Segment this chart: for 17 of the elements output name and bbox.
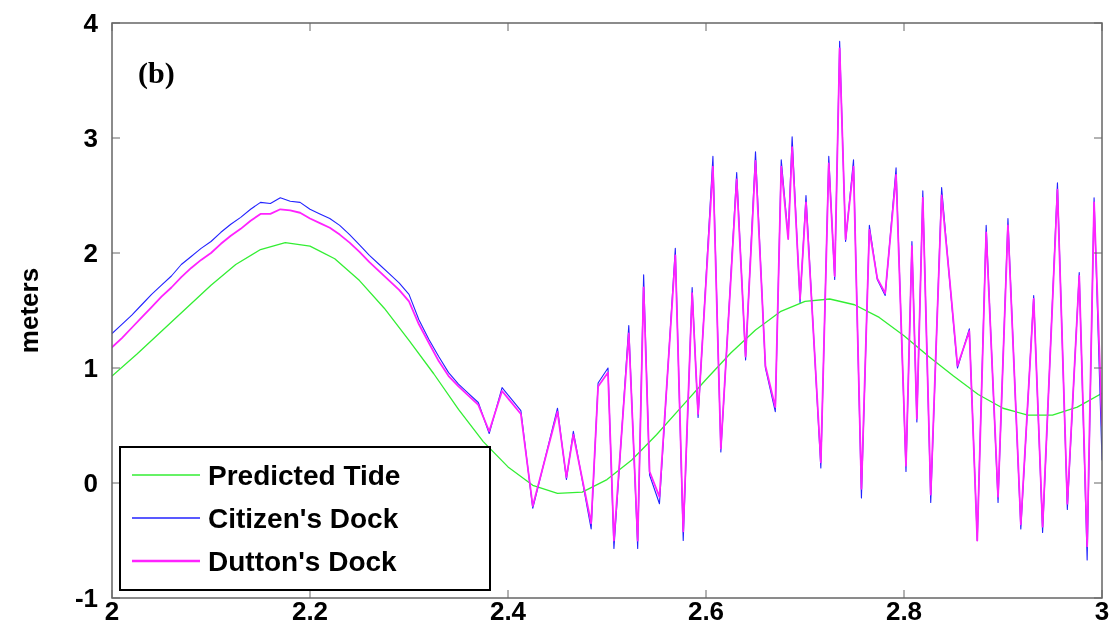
x-tick-label: 2.4 xyxy=(489,596,527,626)
x-tick-label: 2.2 xyxy=(291,596,329,626)
legend-label: Citizen's Dock xyxy=(208,502,399,534)
y-tick-label: 0 xyxy=(83,468,98,499)
y-tick-label: 1 xyxy=(83,353,98,384)
legend-label: Dutton's Dock xyxy=(208,545,398,577)
x-tick-label: 2.8 xyxy=(885,596,923,626)
y-tick-label: 4 xyxy=(83,8,99,39)
x-tick-label: 2.6 xyxy=(687,596,725,626)
y-tick-label: -1 xyxy=(74,583,98,614)
annotation: (b) xyxy=(138,56,175,90)
legend-label: Predicted Tide xyxy=(208,459,401,491)
y-tick-label: 2 xyxy=(83,238,98,269)
x-tick-label: 2 xyxy=(104,596,120,626)
y-tick-label: 3 xyxy=(83,123,98,154)
x-tick-label: 3 xyxy=(1094,596,1110,626)
y-axis-title: meters xyxy=(14,267,44,354)
